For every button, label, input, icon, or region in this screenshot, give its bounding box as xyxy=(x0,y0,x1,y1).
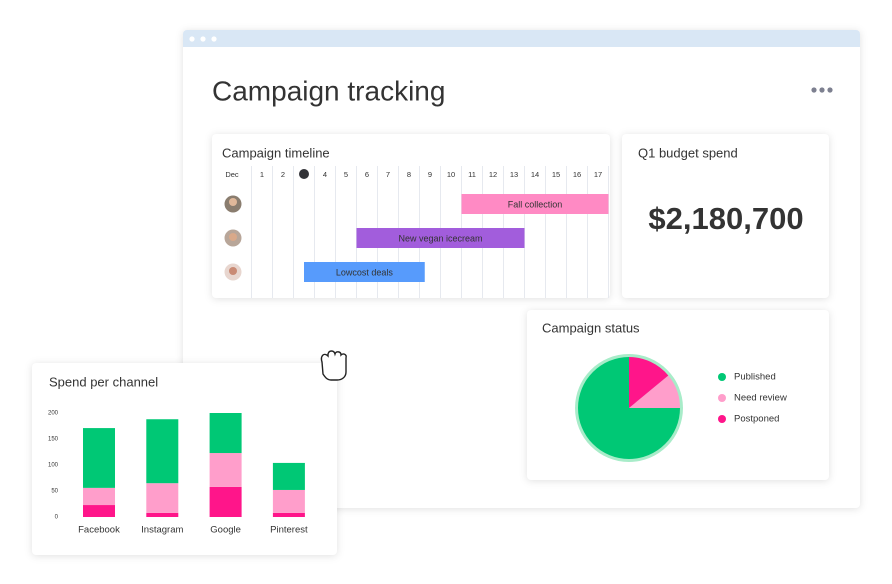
day-label: 7 xyxy=(386,170,390,179)
day-label: 3 xyxy=(302,170,306,179)
bar-segment xyxy=(146,419,179,484)
y-tick-label: 150 xyxy=(48,437,59,443)
day-label: 13 xyxy=(510,170,518,179)
bar-segment xyxy=(272,489,305,513)
page-title: Campaign tracking xyxy=(212,75,445,106)
legend-label: Published xyxy=(734,372,776,383)
y-tick-label: 50 xyxy=(51,489,58,495)
day-label: 9 xyxy=(428,170,432,179)
day-label: 5 xyxy=(344,170,348,179)
pie-slice xyxy=(629,357,669,408)
x-tick-label: Google xyxy=(210,525,241,536)
y-tick-label: 100 xyxy=(48,463,59,469)
task-bar xyxy=(461,194,609,214)
menu-dot[interactable] xyxy=(819,87,825,93)
x-tick-label: Instagram xyxy=(141,525,183,536)
y-tick-label: 0 xyxy=(55,515,59,521)
spend-card: Spend per channel 0 50 100 150 200 Facebook In… xyxy=(32,363,337,555)
avatar xyxy=(224,229,242,247)
legend-swatch xyxy=(718,373,726,381)
task-label: Fall collection xyxy=(508,199,563,209)
x-tick-label: Pinterest xyxy=(270,525,308,536)
window-dot xyxy=(200,36,206,42)
card-title: Campaign status xyxy=(542,320,640,335)
bar-segment xyxy=(272,462,305,490)
today-marker xyxy=(299,169,309,179)
status-card: Campaign status Published Need review Post… xyxy=(527,310,829,480)
day-label: 16 xyxy=(573,170,581,179)
card-title: Spend per channel xyxy=(49,374,158,389)
legend-swatch xyxy=(718,394,726,402)
budget-value: $2,180,700 xyxy=(648,201,803,236)
menu-dot[interactable] xyxy=(811,87,817,93)
day-label: 12 xyxy=(489,170,497,179)
day-label: 14 xyxy=(531,170,539,179)
avatar xyxy=(224,195,242,213)
window-header xyxy=(183,30,860,47)
day-label: 4 xyxy=(323,170,327,179)
card-title: Q1 budget spend xyxy=(638,145,738,160)
bar-segment xyxy=(272,512,305,517)
bar-segment xyxy=(209,453,242,487)
avatar xyxy=(224,263,242,281)
x-tick-label: Facebook xyxy=(78,525,120,536)
bar-segment xyxy=(146,483,179,513)
task-bar xyxy=(304,262,425,282)
day-label: 6 xyxy=(365,170,369,179)
day-label: 11 xyxy=(468,170,476,179)
bar-segment xyxy=(83,505,115,517)
window-dot xyxy=(189,36,195,42)
legend-label: Need review xyxy=(734,393,787,404)
pie-slice xyxy=(629,375,681,408)
day-label: 10 xyxy=(447,170,455,179)
legend-swatch xyxy=(718,415,726,423)
month-label: Dec xyxy=(225,170,239,179)
task-label: Lowcost deals xyxy=(336,267,394,277)
cursor-icon xyxy=(320,350,347,381)
timeline-card: Campaign timeline Dec 1 2 3 4 5 6 7 8 9 10 11 12 13 1… xyxy=(212,134,610,298)
day-label: 17 xyxy=(594,170,602,179)
task-label: New vegan icecream xyxy=(398,233,482,243)
bar-segment xyxy=(83,428,115,488)
day-label: 8 xyxy=(407,170,411,179)
card-title: Campaign timeline xyxy=(222,145,330,160)
y-tick-label: 200 xyxy=(48,411,59,417)
avatar-face xyxy=(229,233,237,241)
day-label: 15 xyxy=(552,170,560,179)
day-label: 1 xyxy=(260,170,264,179)
window-dot xyxy=(211,36,217,42)
menu-dot[interactable] xyxy=(827,87,833,93)
card xyxy=(622,134,829,298)
avatar-face xyxy=(229,267,237,275)
day-label: 2 xyxy=(281,170,285,179)
avatar-face xyxy=(229,198,237,206)
bar-segment xyxy=(146,512,179,517)
bar-segment xyxy=(83,487,115,506)
legend-label: Postponed xyxy=(734,414,779,425)
card xyxy=(212,134,610,298)
task-bar xyxy=(356,228,525,248)
bar-segment xyxy=(209,486,242,517)
budget-card: Q1 budget spend $2,180,700 xyxy=(622,134,829,298)
bar-segment xyxy=(209,413,242,454)
